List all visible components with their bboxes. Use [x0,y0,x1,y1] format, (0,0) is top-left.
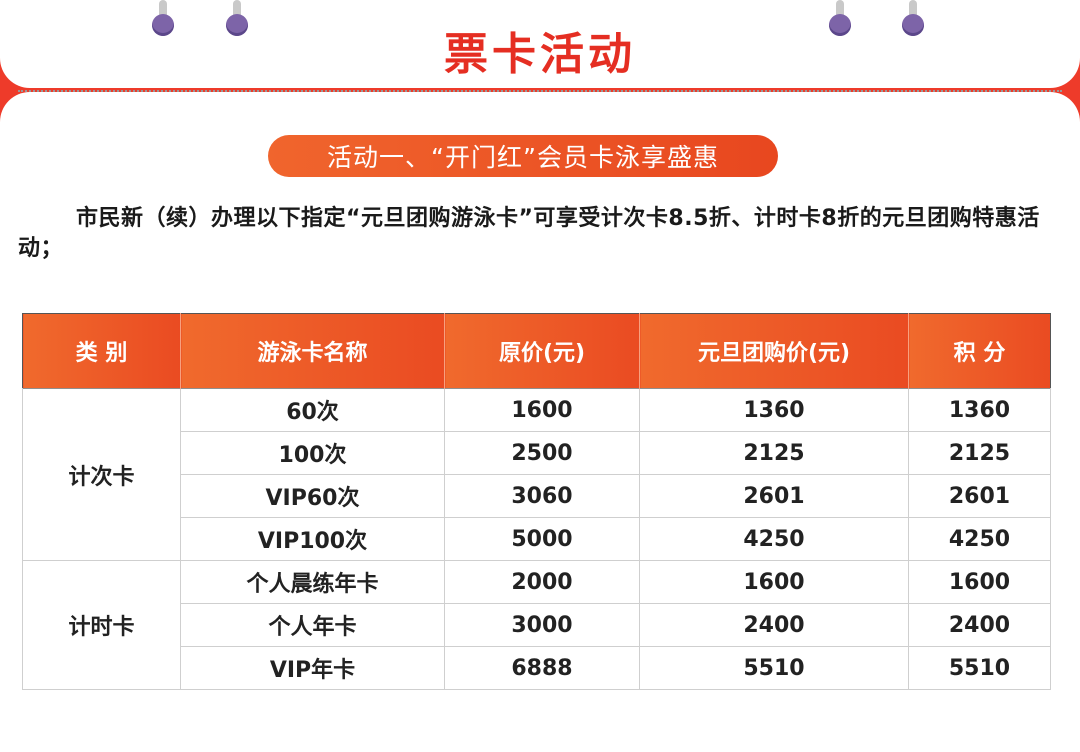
header-card-name: 游泳卡名称 [180,313,445,389]
title-card: 票卡活动 [0,0,1080,88]
points-cell: 5510 [908,646,1051,690]
price-table: 类 别 游泳卡名称 原价(元) 元旦团购价(元) 积 分 计次卡 60次 160… [22,313,1051,690]
points-cell: 2601 [908,474,1051,518]
card-name-cell: 个人年卡 [180,603,445,647]
card-name-cell: VIP60次 [180,474,445,518]
card-name-cell: VIP年卡 [180,646,445,690]
intro-text: 市民新（续）办理以下指定“元旦团购游泳卡”可享受计次卡8.5折、计时卡8折的元旦… [18,206,1040,261]
table-row: VIP60次 3060 2601 2601 [23,474,1051,518]
section-badge: 活动一、“开门红”会员卡泳享盛惠 [268,135,778,177]
category-cell: 计时卡 [22,560,181,690]
original-price-cell: 2000 [444,560,640,604]
points-cell: 2125 [908,431,1051,475]
points-cell: 1360 [908,388,1051,432]
original-price-cell: 3000 [444,603,640,647]
table-row: 计时卡 个人晨练年卡 2000 1600 1600 [22,560,1051,690]
original-price-cell: 5000 [444,517,640,561]
group-price-cell: 1360 [639,388,909,432]
binder-ring-icon [152,0,174,36]
header-points: 积 分 [908,313,1051,389]
table-row: 个人年卡 3000 2400 2400 [23,603,1051,647]
card-name-cell: VIP100次 [180,517,445,561]
original-price-cell: 3060 [444,474,640,518]
points-cell: 4250 [908,517,1051,561]
binder-ring-icon [902,0,924,36]
card-name-cell: 100次 [180,431,445,475]
binder-ring-icon [226,0,248,36]
category-cell: 计次卡 [22,388,181,561]
header-original-price: 原价(元) [444,313,640,389]
dotted-divider [18,90,1062,92]
original-price-cell: 1600 [444,388,640,432]
group-price-cell: 2601 [639,474,909,518]
group-price-cell: 2125 [639,431,909,475]
page-title: 票卡活动 [444,29,636,80]
group-price-cell: 2400 [639,603,909,647]
table-row: VIP100次 5000 4250 4250 [23,517,1051,561]
binder-ring-icon [829,0,851,36]
header-group-price: 元旦团购价(元) [639,313,909,389]
group-price-cell: 1600 [639,560,909,604]
header-category: 类 别 [22,313,181,389]
table-row: 100次 2500 2125 2125 [23,431,1051,475]
card-name-cell: 个人晨练年卡 [180,560,445,604]
original-price-cell: 2500 [444,431,640,475]
table-row: 计次卡 60次 1600 1360 1360 [22,388,1051,561]
table-row: VIP年卡 6888 5510 5510 [23,646,1051,690]
points-cell: 2400 [908,603,1051,647]
original-price-cell: 6888 [444,646,640,690]
points-cell: 1600 [908,560,1051,604]
table-header-row: 类 别 游泳卡名称 原价(元) 元旦团购价(元) 积 分 [22,313,1051,389]
group-price-cell: 4250 [639,517,909,561]
card-name-cell: 60次 [180,388,445,432]
group-price-cell: 5510 [639,646,909,690]
